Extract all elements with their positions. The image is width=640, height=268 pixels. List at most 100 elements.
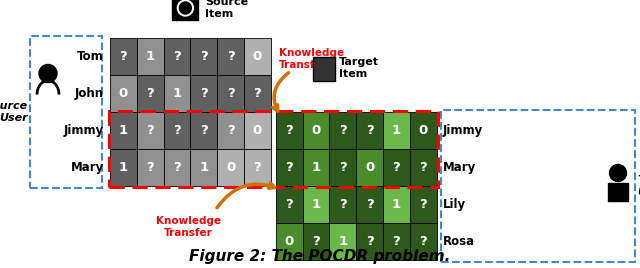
Text: ?: ? bbox=[147, 87, 154, 100]
Text: ?: ? bbox=[200, 124, 207, 137]
FancyBboxPatch shape bbox=[191, 149, 217, 186]
Text: Jimmy: Jimmy bbox=[443, 124, 483, 137]
Text: Tom: Tom bbox=[77, 50, 104, 63]
Circle shape bbox=[177, 0, 193, 16]
Text: ?: ? bbox=[392, 161, 400, 174]
FancyBboxPatch shape bbox=[110, 75, 137, 112]
FancyBboxPatch shape bbox=[303, 186, 330, 223]
Text: 1: 1 bbox=[338, 235, 348, 248]
FancyBboxPatch shape bbox=[164, 149, 191, 186]
Text: ?: ? bbox=[285, 161, 293, 174]
Text: ?: ? bbox=[227, 50, 234, 63]
Text: ?: ? bbox=[253, 87, 261, 100]
FancyBboxPatch shape bbox=[410, 186, 436, 223]
FancyBboxPatch shape bbox=[164, 75, 191, 112]
FancyBboxPatch shape bbox=[191, 112, 217, 149]
Text: ?: ? bbox=[147, 124, 154, 137]
Text: ?: ? bbox=[312, 235, 320, 248]
Text: Target
User: Target User bbox=[637, 175, 640, 197]
FancyBboxPatch shape bbox=[356, 112, 383, 149]
Text: 0: 0 bbox=[253, 124, 262, 137]
Text: 0: 0 bbox=[312, 124, 321, 137]
Text: ?: ? bbox=[200, 87, 207, 100]
FancyBboxPatch shape bbox=[410, 223, 436, 260]
Text: ?: ? bbox=[173, 124, 181, 137]
FancyBboxPatch shape bbox=[356, 223, 383, 260]
FancyBboxPatch shape bbox=[244, 38, 271, 75]
Text: 1: 1 bbox=[119, 124, 128, 137]
Text: ?: ? bbox=[392, 235, 400, 248]
Text: ?: ? bbox=[339, 124, 347, 137]
FancyBboxPatch shape bbox=[330, 223, 356, 260]
Text: Mary: Mary bbox=[71, 161, 104, 174]
FancyBboxPatch shape bbox=[217, 75, 244, 112]
FancyBboxPatch shape bbox=[330, 112, 356, 149]
Text: 0: 0 bbox=[419, 124, 428, 137]
FancyBboxPatch shape bbox=[313, 57, 335, 81]
Text: Knowledge
Transfer: Knowledge Transfer bbox=[156, 216, 221, 238]
Text: 1: 1 bbox=[119, 161, 128, 174]
Text: ?: ? bbox=[419, 198, 427, 211]
Text: 1: 1 bbox=[312, 161, 321, 174]
Text: Lily: Lily bbox=[443, 198, 466, 211]
Text: Figure 2: The POCDR problem.: Figure 2: The POCDR problem. bbox=[189, 250, 451, 265]
FancyBboxPatch shape bbox=[410, 112, 436, 149]
FancyBboxPatch shape bbox=[244, 75, 271, 112]
FancyBboxPatch shape bbox=[191, 38, 217, 75]
Text: ?: ? bbox=[147, 161, 154, 174]
FancyBboxPatch shape bbox=[217, 112, 244, 149]
FancyBboxPatch shape bbox=[608, 183, 628, 201]
FancyBboxPatch shape bbox=[137, 149, 164, 186]
Text: ?: ? bbox=[120, 50, 127, 63]
FancyBboxPatch shape bbox=[172, 0, 198, 20]
FancyBboxPatch shape bbox=[410, 149, 436, 186]
Text: ?: ? bbox=[285, 198, 293, 211]
FancyBboxPatch shape bbox=[137, 112, 164, 149]
FancyBboxPatch shape bbox=[164, 38, 191, 75]
Text: 0: 0 bbox=[226, 161, 236, 174]
FancyBboxPatch shape bbox=[244, 112, 271, 149]
Text: ?: ? bbox=[365, 124, 374, 137]
FancyBboxPatch shape bbox=[217, 149, 244, 186]
FancyBboxPatch shape bbox=[110, 112, 137, 149]
FancyBboxPatch shape bbox=[303, 112, 330, 149]
FancyBboxPatch shape bbox=[110, 149, 137, 186]
Text: ?: ? bbox=[253, 161, 261, 174]
FancyBboxPatch shape bbox=[383, 149, 410, 186]
FancyBboxPatch shape bbox=[244, 149, 271, 186]
FancyBboxPatch shape bbox=[356, 186, 383, 223]
Text: ?: ? bbox=[365, 235, 374, 248]
Text: ?: ? bbox=[227, 124, 234, 137]
Text: Target
Item: Target Item bbox=[339, 57, 379, 79]
Circle shape bbox=[39, 65, 57, 83]
Text: ?: ? bbox=[200, 50, 207, 63]
Text: 1: 1 bbox=[146, 50, 155, 63]
FancyBboxPatch shape bbox=[191, 75, 217, 112]
FancyBboxPatch shape bbox=[164, 112, 191, 149]
Text: 1: 1 bbox=[199, 161, 209, 174]
FancyBboxPatch shape bbox=[110, 38, 137, 75]
FancyBboxPatch shape bbox=[276, 186, 303, 223]
Text: ?: ? bbox=[339, 198, 347, 211]
Text: Jimmy: Jimmy bbox=[64, 124, 104, 137]
FancyBboxPatch shape bbox=[330, 186, 356, 223]
FancyBboxPatch shape bbox=[303, 223, 330, 260]
FancyBboxPatch shape bbox=[217, 38, 244, 75]
Text: ?: ? bbox=[419, 161, 427, 174]
Text: ?: ? bbox=[173, 50, 181, 63]
Text: 1: 1 bbox=[392, 124, 401, 137]
FancyBboxPatch shape bbox=[383, 223, 410, 260]
FancyBboxPatch shape bbox=[276, 112, 303, 149]
Text: 0: 0 bbox=[119, 87, 128, 100]
Text: ?: ? bbox=[227, 87, 234, 100]
Text: ?: ? bbox=[173, 161, 181, 174]
Text: 1: 1 bbox=[312, 198, 321, 211]
Text: ?: ? bbox=[365, 198, 374, 211]
Text: Source
Item: Source Item bbox=[205, 0, 248, 19]
FancyBboxPatch shape bbox=[137, 38, 164, 75]
Text: ?: ? bbox=[285, 124, 293, 137]
Text: ?: ? bbox=[339, 161, 347, 174]
FancyBboxPatch shape bbox=[276, 149, 303, 186]
FancyBboxPatch shape bbox=[330, 149, 356, 186]
Circle shape bbox=[179, 2, 191, 14]
